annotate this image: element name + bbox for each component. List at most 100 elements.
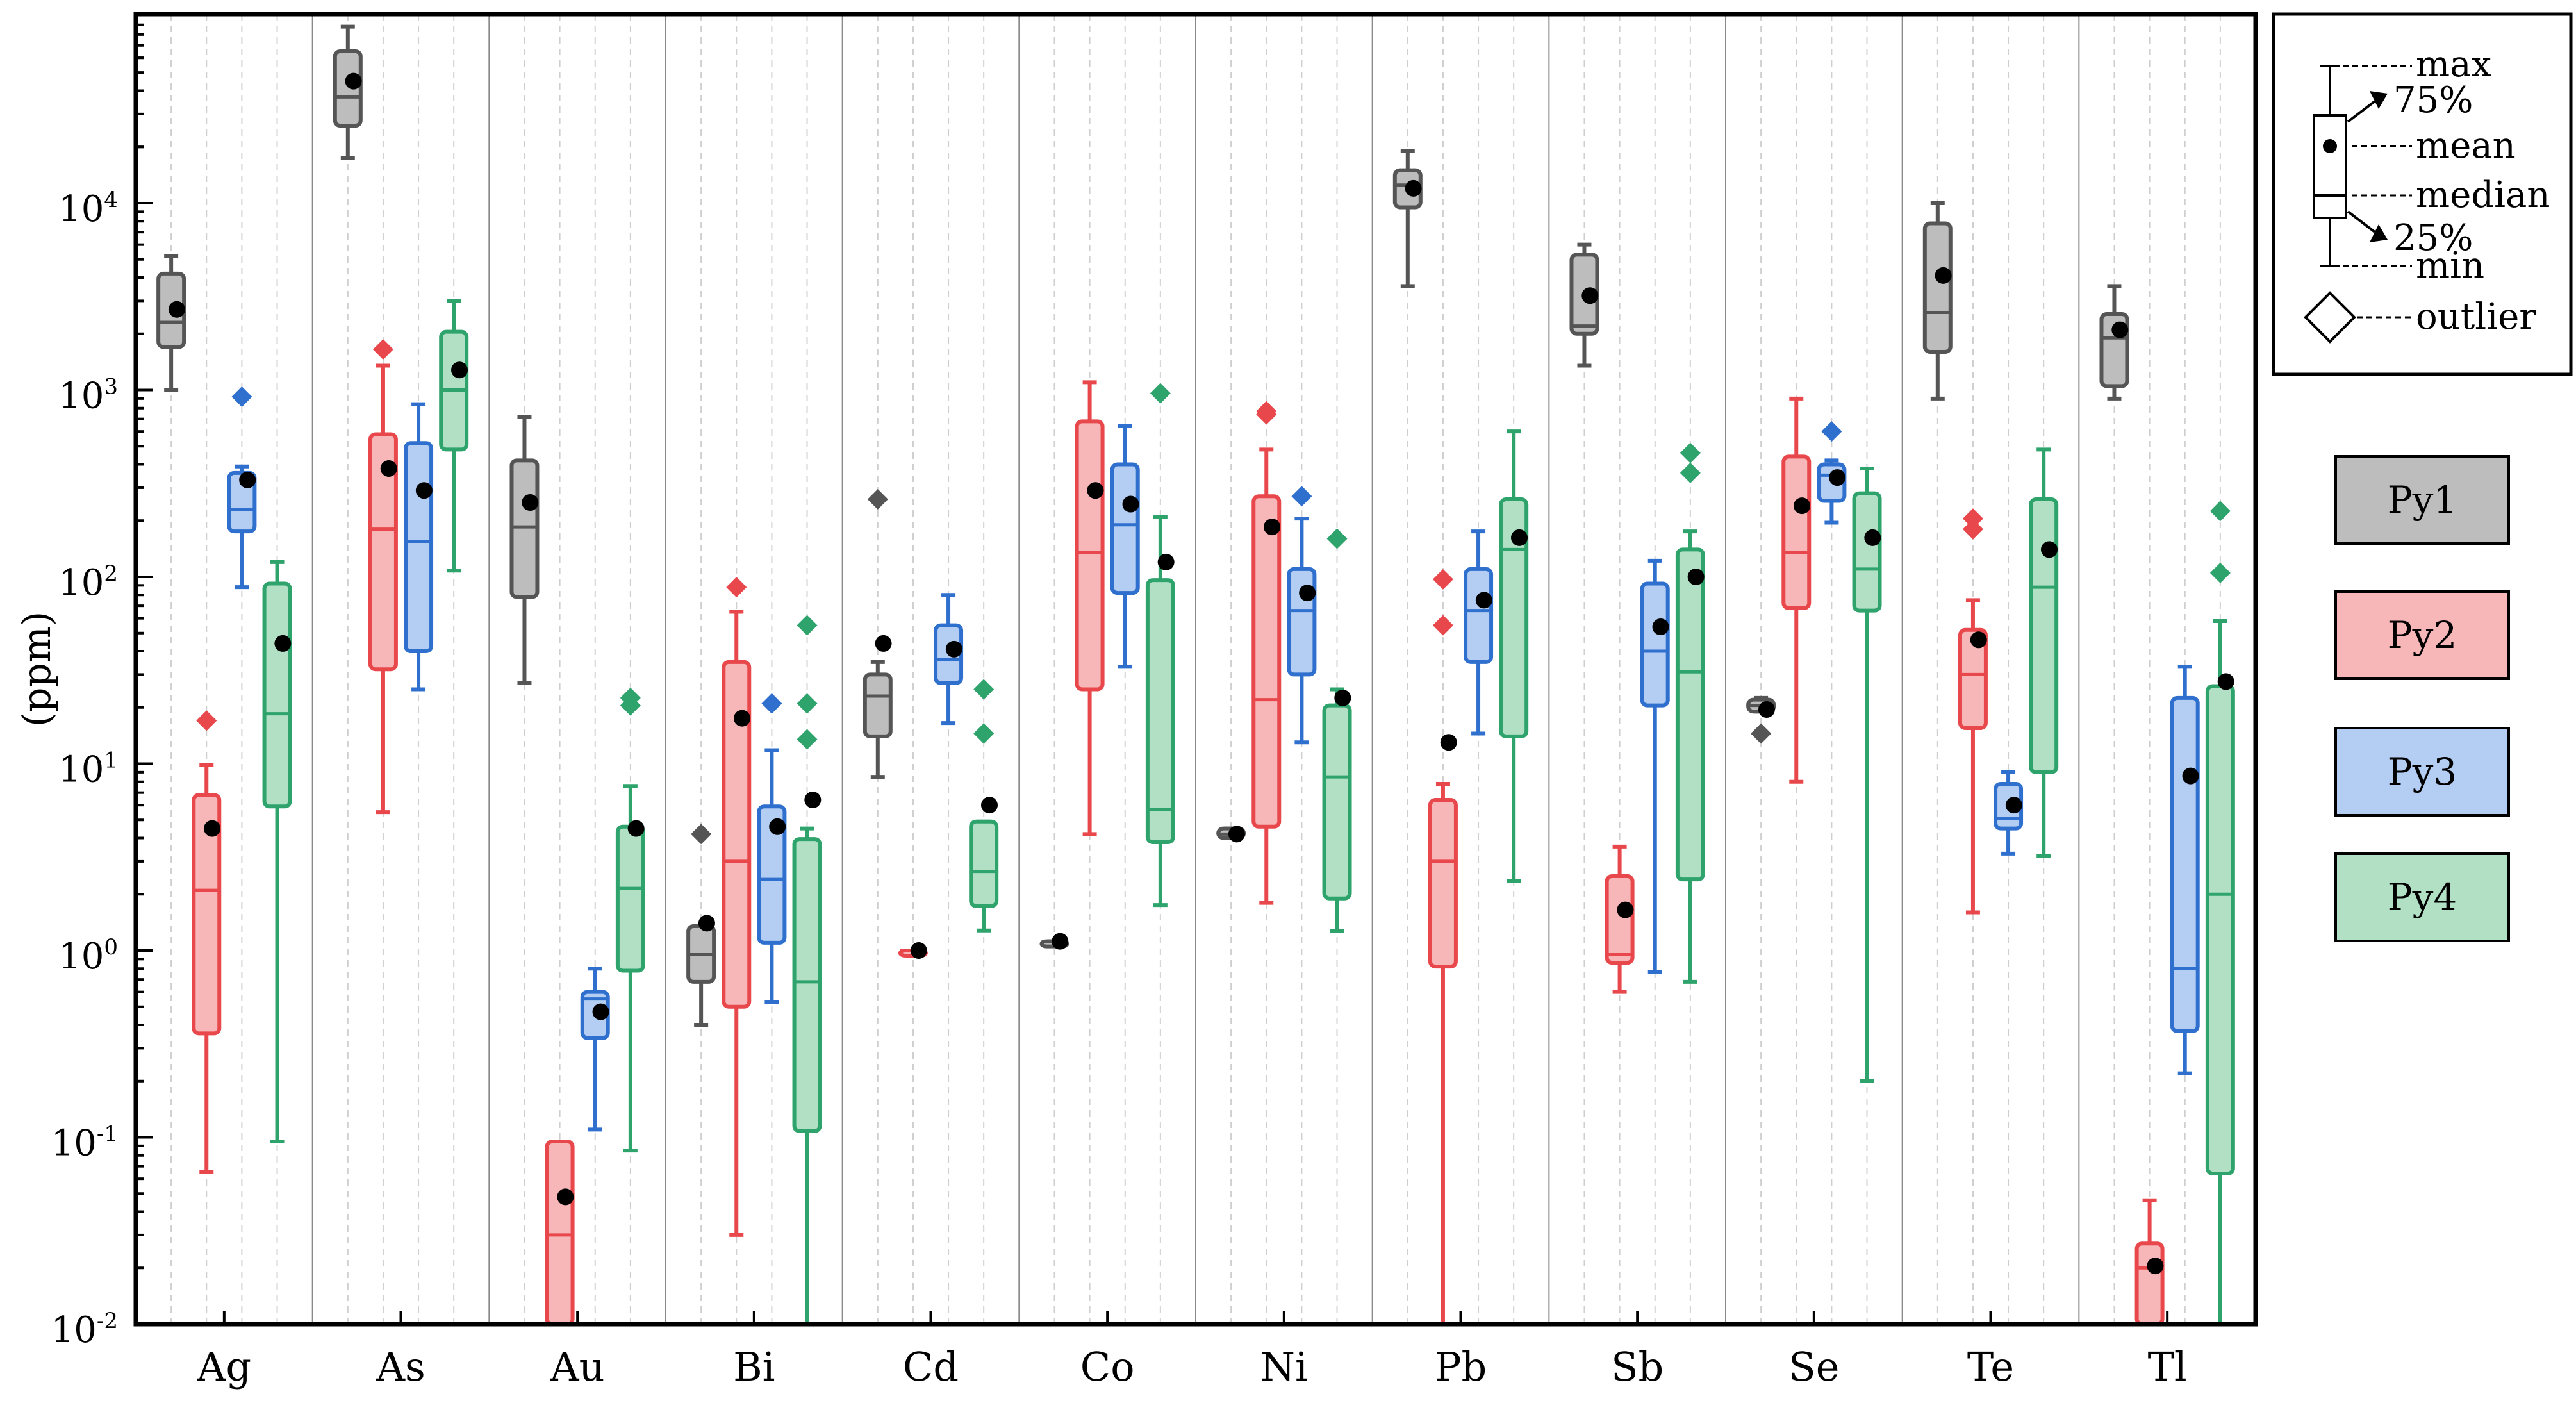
key-arrow-q1 (2347, 210, 2376, 233)
mean-point (1334, 689, 1351, 706)
iqr-box (722, 660, 752, 1009)
x-tick-label: Tl (2148, 1343, 2187, 1390)
box-py4-tl (2205, 501, 2235, 1324)
mean-point (980, 797, 998, 814)
key-arrow-q3 (2347, 100, 2376, 123)
key-label-median: median (2416, 174, 2550, 216)
box-py2-ag (192, 710, 222, 1175)
y-tick-label: 104 (58, 187, 118, 230)
iqr-box (1852, 491, 1882, 613)
outlier-point (620, 687, 641, 708)
outlier-point (761, 693, 782, 714)
outlier-point (1962, 519, 1983, 540)
x-tick-label: Sb (1611, 1343, 1664, 1390)
mean-point (1405, 179, 1422, 197)
box-py3-te (1994, 770, 2024, 856)
outlier-point (1256, 401, 1277, 422)
iqr-box (192, 793, 222, 1036)
mean-point (168, 301, 185, 318)
box-py2-pb (1428, 569, 1458, 1324)
iqr-box (969, 819, 999, 908)
y-tick-label: 101 (58, 748, 118, 791)
iqr-box (509, 458, 540, 599)
box-py3-as (404, 402, 434, 692)
key-label-max: max (2416, 44, 2491, 85)
mean-point (415, 482, 433, 499)
mean-point (627, 820, 645, 837)
mean-point (522, 494, 539, 511)
outlier-point (2209, 562, 2231, 583)
outlier-point (1326, 528, 1348, 549)
box-py1-co (1039, 933, 1069, 950)
box-py2-tl (2134, 1198, 2165, 1326)
iqr-box (757, 804, 787, 945)
mean-point (910, 942, 927, 959)
box-py2-te (1958, 508, 1988, 915)
outlier-point (973, 679, 995, 700)
series-py3 (227, 386, 2200, 1132)
key-outlier-diamond (2304, 291, 2356, 344)
box-py1-pb (1392, 149, 1423, 288)
mean-point (1510, 529, 1528, 546)
y-axis: 10-2 10-1 100 101 102 103 104 (ppm) (15, 23, 153, 1351)
y-tick-label: 103 (58, 374, 118, 417)
mean-point (1758, 701, 1775, 718)
legend-swatch (2334, 727, 2510, 817)
key-box (2313, 114, 2347, 219)
iqr-box (404, 441, 434, 653)
box-py1-ag (156, 254, 186, 392)
legend-item-py4: Py4 (2334, 852, 2510, 942)
outlier-point (1962, 508, 1983, 529)
plot-frame (133, 12, 2258, 1327)
iqr-box (2205, 684, 2235, 1175)
mean-point (875, 635, 892, 652)
box-py3-cd (934, 593, 964, 726)
key-label-outlier: outlier (2416, 296, 2536, 338)
box-py4-au (615, 687, 645, 1153)
iqr-box (1287, 567, 1317, 677)
mean-point (1617, 901, 1634, 918)
mean-point (345, 72, 362, 90)
mean-point (769, 818, 786, 835)
x-tick-label: As (376, 1343, 425, 1390)
y-tick-label: 10-1 (51, 1122, 118, 1165)
outlier-point (691, 824, 712, 845)
legend-swatch (2334, 455, 2510, 545)
box-py2-sb (1605, 844, 1635, 994)
mean-point (450, 361, 468, 379)
legend-item-py1: Py1 (2334, 455, 2510, 545)
mean-point (1829, 469, 1846, 486)
box-py2-as (368, 339, 398, 815)
iqr-box (1428, 797, 1458, 969)
key-mean-dot (2323, 139, 2337, 153)
outlier-point (973, 723, 995, 744)
box-py3-se (1817, 421, 1847, 525)
iqr-box (1781, 454, 1812, 610)
box-py3-sb (1640, 558, 1670, 974)
mean-point (698, 915, 715, 932)
box-py4-pb (1499, 429, 1529, 883)
mean-point (1122, 495, 1139, 513)
mean-point (1157, 553, 1175, 570)
mean-point (804, 791, 822, 808)
box-py4-cd (969, 679, 999, 933)
mean-point (1652, 618, 1669, 636)
box-py2-ni (1251, 401, 1282, 905)
iqr-box (1605, 874, 1635, 965)
iqr-box (2134, 1241, 2165, 1326)
outlier-point (726, 577, 747, 598)
outlier-point (1432, 569, 1453, 590)
key-arrowhead-q1 (2370, 224, 2388, 242)
mean-point (1228, 826, 1245, 843)
mean-point (1864, 529, 1881, 546)
mean-point (274, 635, 292, 652)
outlier-point (1291, 486, 1312, 507)
iqr-box (792, 837, 822, 1133)
mean-point (380, 460, 397, 477)
mean-point (204, 820, 221, 837)
x-tick-label: Te (1967, 1343, 2014, 1390)
series-py4 (262, 299, 2235, 1324)
iqr-box (1322, 703, 1352, 901)
